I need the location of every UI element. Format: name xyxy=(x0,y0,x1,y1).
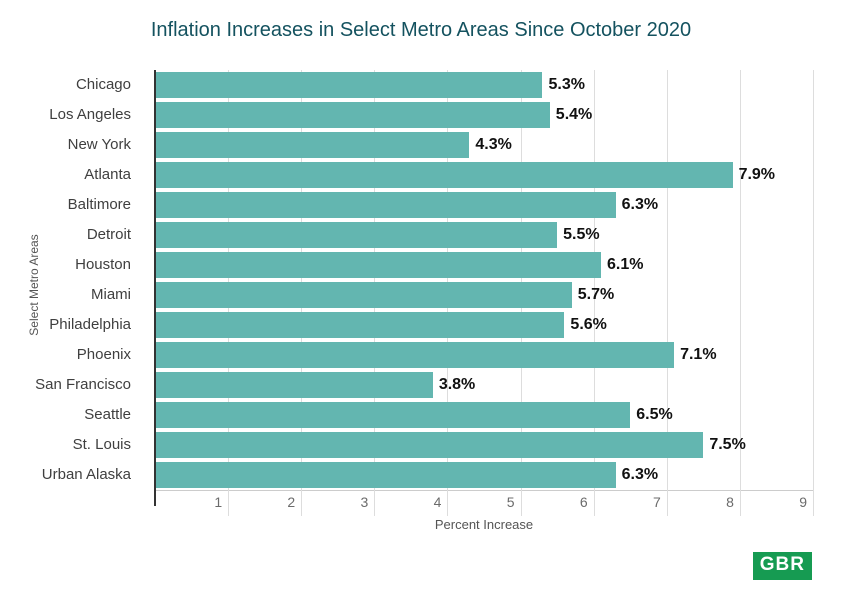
bar xyxy=(155,342,675,368)
bar-value-label: 7.1% xyxy=(680,346,717,363)
x-tick-label: 1 xyxy=(214,494,223,510)
bar xyxy=(155,462,616,488)
bar-row: 5.7% xyxy=(155,280,813,310)
x-tick-label: 5 xyxy=(506,494,515,510)
x-tick-label: 4 xyxy=(433,494,442,510)
bar-row: 7.5% xyxy=(155,430,813,460)
bar-value-label: 6.1% xyxy=(606,256,644,273)
category-label: Philadelphia xyxy=(49,316,131,333)
x-tick-label: 3 xyxy=(360,494,369,510)
gbr-logo: GBR xyxy=(752,552,812,580)
bar xyxy=(155,312,565,338)
x-tick-label: 2 xyxy=(287,494,296,510)
category-label: Phoenix xyxy=(76,346,131,363)
bar-value-label: 5.7% xyxy=(577,286,615,303)
bar xyxy=(155,72,543,98)
gridline xyxy=(813,70,814,516)
chart-title: Inflation Increases in Select Metro Area… xyxy=(150,19,692,41)
bar-value-label: 6.5% xyxy=(636,406,673,423)
bar-value-label: 5.6% xyxy=(570,316,607,333)
category-label: St. Louis xyxy=(72,436,131,453)
bar xyxy=(155,132,470,158)
bar xyxy=(155,222,558,248)
category-label: Los Angeles xyxy=(49,106,131,123)
bar-value-label: 5.5% xyxy=(563,226,600,243)
bar xyxy=(155,402,631,428)
plot-area: 5.3% 5.4% 4.3% 7.9% 6.3% 5.5% 6.1% 5.7% 5.6% 7.1%… xyxy=(155,70,814,516)
bar xyxy=(155,372,433,398)
bar-value-label: 5.4% xyxy=(555,106,593,123)
bar-row: 5.5% xyxy=(155,220,813,250)
category-label: New York xyxy=(67,136,131,153)
bar-row: 3.8% xyxy=(155,370,813,400)
category-label: San Francisco xyxy=(35,376,131,393)
bar-row: 4.3% xyxy=(155,130,813,160)
bar-value-label: 7.9% xyxy=(738,166,776,183)
category-label: Miami xyxy=(91,286,131,303)
bar-value-label: 6.3% xyxy=(621,466,659,483)
bar-row: 6.1% xyxy=(155,250,813,280)
category-label: Seattle xyxy=(84,406,131,423)
bar-row: 6.3% xyxy=(155,460,813,490)
y-axis-line xyxy=(154,70,156,506)
category-label: Detroit xyxy=(86,226,131,243)
bar-row: 6.3% xyxy=(155,190,813,220)
bar xyxy=(155,252,601,278)
bar-value-label: 3.8% xyxy=(438,376,476,393)
bar xyxy=(155,192,616,218)
x-axis-ticks: 1 2 3 4 5 6 7 8 9 xyxy=(155,490,813,516)
category-label: Baltimore xyxy=(67,196,131,213)
x-axis-title: Percent Increase xyxy=(434,517,534,532)
category-label: Urban Alaska xyxy=(41,466,131,483)
gbr-logo-text: GBR xyxy=(759,554,805,576)
x-tick-label: 9 xyxy=(799,494,807,510)
gridline xyxy=(593,70,595,516)
y-labels: Chicago Los Angeles New York Atlanta Baltimo… xyxy=(0,70,140,490)
bar-row: 7.9% xyxy=(155,160,813,190)
x-tick-label: 7 xyxy=(652,494,661,510)
bar xyxy=(155,102,550,128)
bar-row: 5.6% xyxy=(155,310,813,340)
bar-row: 7.1% xyxy=(155,340,813,370)
bar xyxy=(155,162,733,188)
bar-row: 5.3% xyxy=(155,70,813,100)
bar-value-label: 5.3% xyxy=(548,76,585,93)
bar-row: 6.5% xyxy=(155,400,813,430)
x-tick-label: 8 xyxy=(726,494,734,510)
category-label: Atlanta xyxy=(84,166,131,183)
bar xyxy=(155,432,704,458)
bar-value-label: 4.3% xyxy=(475,136,512,153)
category-label: Houston xyxy=(75,256,131,273)
bars: 5.3% 5.4% 4.3% 7.9% 6.3% 5.5% 6.1% 5.7% 5.6% 7.1%… xyxy=(155,70,813,490)
gridline xyxy=(666,70,668,516)
category-label: Chicago xyxy=(75,76,131,93)
bar-row: 5.4% xyxy=(155,100,813,130)
gridline xyxy=(739,70,741,516)
bar-value-label: 7.5% xyxy=(709,436,746,453)
bar-value-label: 6.3% xyxy=(621,196,659,213)
bar xyxy=(155,282,572,308)
x-tick-label: 6 xyxy=(579,494,588,510)
